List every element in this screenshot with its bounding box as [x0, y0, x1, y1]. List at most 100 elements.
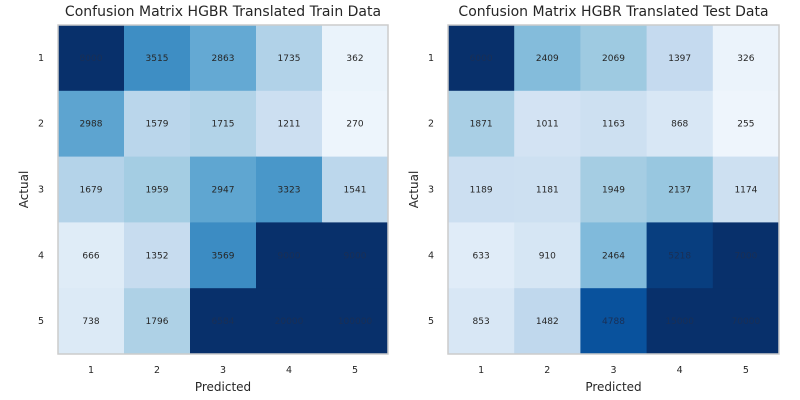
heatmap-cell — [514, 156, 581, 223]
heatmap-cell — [58, 25, 125, 92]
heatmap-cell — [322, 156, 389, 223]
heatmap-cell — [712, 90, 780, 158]
cell-value-label: 3323 — [278, 186, 301, 196]
x-tick-label: 5 — [352, 365, 358, 376]
y-tick-label: 2 — [38, 119, 44, 130]
heatmap-cell — [712, 222, 780, 289]
heatmap-cell — [124, 222, 191, 289]
cell-value-label: 1579 — [146, 120, 169, 130]
cell-value-label: 2409 — [536, 54, 559, 64]
heatmap-cell — [190, 222, 257, 289]
x-tick-label: 2 — [544, 365, 550, 376]
cell-value-label: 1949 — [602, 186, 625, 196]
heatmap-cell — [322, 288, 389, 355]
heatmap-cell — [256, 25, 323, 92]
cell-value-label: 255 — [737, 120, 754, 130]
heatmap-cell — [580, 156, 648, 223]
heatmap-cell — [712, 25, 780, 92]
cell-value-label: 4788 — [602, 317, 625, 327]
heatmap-cell — [322, 25, 389, 92]
cell-value-label: 1189 — [470, 186, 493, 196]
cell-value-label: 70000 — [732, 317, 761, 327]
cell-value-label: 6584 — [212, 317, 235, 327]
heatmap-cell — [580, 288, 648, 355]
cell-value-label: 1211 — [278, 120, 301, 130]
heatmap-cell — [124, 90, 191, 158]
heatmap-cell — [646, 25, 714, 92]
heatmap-cell — [190, 288, 257, 355]
cell-value-label: 1871 — [470, 120, 493, 130]
x-tick-label: 5 — [743, 365, 749, 376]
heatmap-cell — [124, 288, 191, 355]
cell-value-label: 1715 — [212, 120, 235, 130]
cell-value-label: 1163 — [602, 120, 625, 130]
heatmap-cell — [514, 25, 581, 92]
heatmap-cell — [256, 156, 323, 223]
cell-value-label: 8000 — [80, 54, 103, 64]
cell-value-label: 868 — [671, 120, 688, 130]
cell-value-label: 2863 — [212, 54, 235, 64]
cell-value-label: 910 — [539, 251, 556, 261]
heatmap-cell — [124, 25, 191, 92]
y-tick-label: 5 — [38, 316, 44, 327]
heatmap-cell — [514, 288, 581, 355]
heatmap-cell — [58, 156, 125, 223]
heatmap-cell — [190, 156, 257, 223]
chart-title: Confusion Matrix HGBR Translated Train D… — [65, 4, 381, 20]
cell-value-label: 270 — [346, 120, 363, 130]
cell-value-label: 3515 — [146, 54, 169, 64]
cell-value-label: 1181 — [536, 186, 559, 196]
x-axis-label: Predicted — [585, 380, 641, 394]
y-axis-label: Actual — [407, 171, 421, 209]
y-tick-label: 4 — [38, 250, 44, 261]
cell-value-label: 15000 — [665, 317, 694, 327]
y-tick-label: 2 — [428, 119, 434, 130]
heatmap-cell — [514, 222, 581, 289]
cell-value-label: 633 — [473, 251, 490, 261]
y-tick-label: 5 — [428, 316, 434, 327]
heatmap-cell — [448, 90, 515, 158]
heatmap-cell — [646, 156, 714, 223]
heatmap-cell — [190, 90, 257, 158]
cell-value-label: 3569 — [212, 251, 235, 261]
heatmap-cell — [580, 90, 648, 158]
cell-value-label: 1959 — [146, 186, 169, 196]
x-tick-label: 1 — [88, 365, 94, 376]
cell-value-label: 362 — [346, 54, 363, 64]
heatmap-cell — [448, 222, 515, 289]
heatmap-cell — [448, 288, 515, 355]
cell-value-label: 5218 — [668, 251, 691, 261]
cell-value-label: 1796 — [146, 317, 169, 327]
x-tick-label: 3 — [610, 365, 616, 376]
cell-value-label: 1482 — [536, 317, 559, 327]
cell-value-label: 853 — [473, 317, 490, 327]
cell-value-label: 2464 — [602, 251, 625, 261]
heatmap-cell — [256, 288, 323, 355]
chart-title: Confusion Matrix HGBR Translated Test Da… — [458, 4, 768, 20]
cell-value-label: 100000 — [338, 317, 373, 327]
cell-value-label: 1541 — [344, 186, 367, 196]
heatmap-cell — [580, 25, 648, 92]
heatmap-cell — [580, 222, 648, 289]
heatmap-cell — [322, 222, 389, 289]
x-tick-label: 4 — [677, 365, 683, 376]
cell-value-label: 9000 — [278, 251, 301, 261]
plot-frame — [57, 24, 389, 355]
cell-value-label: 1679 — [80, 186, 103, 196]
cell-value-label: 326 — [737, 54, 754, 64]
y-tick-label: 1 — [428, 53, 434, 64]
y-tick-label: 3 — [428, 185, 434, 196]
cell-value-label: 666 — [82, 251, 99, 261]
y-tick-label: 1 — [38, 53, 44, 64]
heatmap-cell — [448, 156, 515, 223]
y-tick-label: 3 — [38, 185, 44, 196]
x-tick-label: 4 — [286, 365, 292, 376]
heatmap-cell — [646, 90, 714, 158]
cell-value-label: 1735 — [278, 54, 301, 64]
heatmap-cell — [646, 288, 714, 355]
heatmap-cell — [322, 90, 389, 158]
heatmap-cell — [124, 156, 191, 223]
